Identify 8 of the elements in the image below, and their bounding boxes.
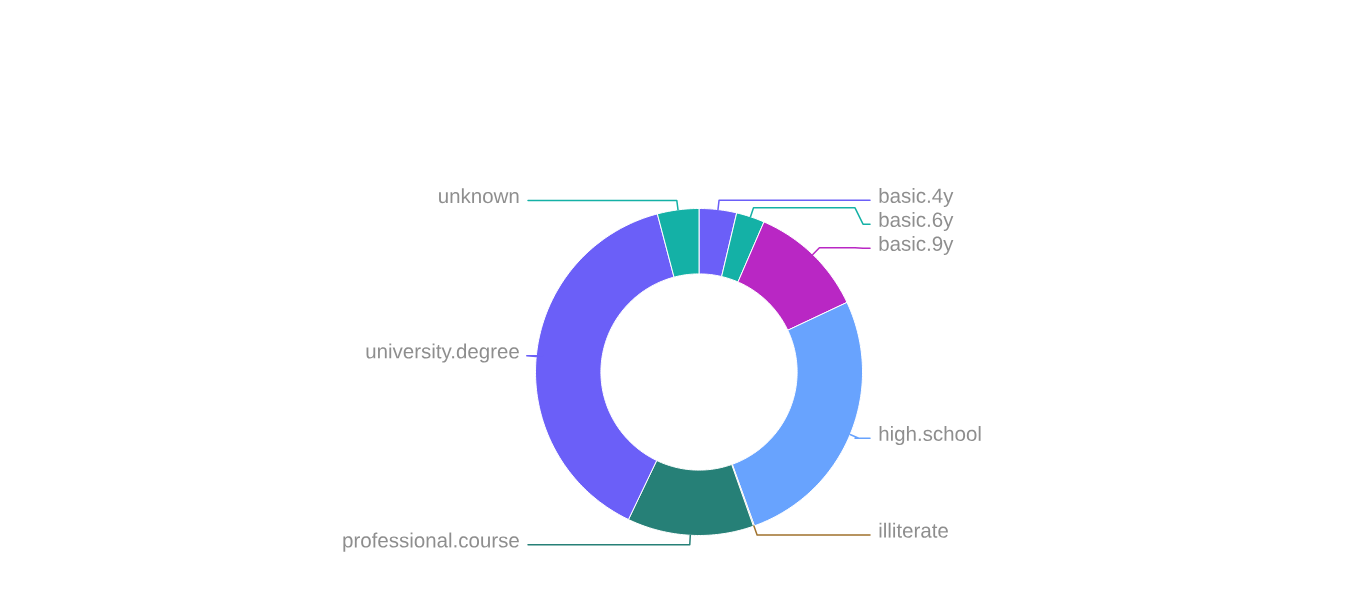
slice-label: unknown: [439, 188, 519, 204]
slice-label: basic.9y: [879, 235, 954, 256]
slice-label: professional.course: [343, 532, 519, 552]
slice-label: high.school: [879, 425, 981, 446]
slice-label: illiterate: [879, 522, 948, 538]
slice-label: university.degree: [366, 343, 519, 363]
slice-label: basic.6y: [879, 211, 954, 232]
slice-label: basic.4y: [879, 187, 954, 208]
